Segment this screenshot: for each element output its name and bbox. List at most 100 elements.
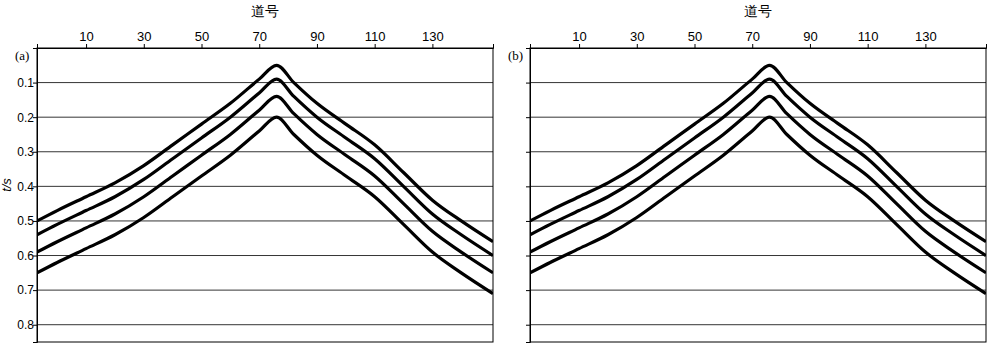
y-axis: 0.1 0.2 0.3 0.4 0.5 0.6 0.7 0.8 xyxy=(17,49,37,343)
tick: 0.4 xyxy=(17,180,37,194)
tick-label: 0.5 xyxy=(17,214,34,228)
grid-line xyxy=(530,290,986,291)
tick: 0.6 xyxy=(17,249,37,263)
tick: 70 xyxy=(252,29,266,48)
tick-label: 90 xyxy=(310,29,324,44)
tick-mark xyxy=(526,221,530,222)
tick: 110 xyxy=(365,29,386,48)
tick-mark xyxy=(526,325,530,326)
tick-mark xyxy=(86,44,87,48)
event-line xyxy=(37,117,493,293)
panel-label: (a) xyxy=(15,48,29,63)
tick-label: 50 xyxy=(195,29,209,44)
tick: 0.2 xyxy=(17,111,37,125)
tick-mark xyxy=(375,44,376,48)
tick-mark xyxy=(202,44,203,48)
tick: 30 xyxy=(137,29,151,48)
tick-mark xyxy=(695,44,696,48)
figure: 10 30 50 70 90 110 130 0.1 0.2 0.3 0.4 0.5 0.6 0.7 0.8… xyxy=(0,0,992,356)
grid-line xyxy=(530,255,986,256)
tick: 0.1 xyxy=(17,76,37,90)
tick-mark xyxy=(526,186,530,187)
tick-label: 0.6 xyxy=(17,249,34,263)
tick: 10 xyxy=(79,29,93,48)
tick-label: 90 xyxy=(803,29,817,44)
tick-label: 0.4 xyxy=(17,180,34,194)
axis-line xyxy=(33,49,38,343)
tick: 50 xyxy=(688,29,702,48)
tick: 0.5 xyxy=(17,214,37,228)
tick: 90 xyxy=(310,29,324,48)
grid-line xyxy=(37,290,493,291)
grid-line xyxy=(530,151,986,152)
tick-mark xyxy=(579,44,580,48)
axis-line xyxy=(38,44,494,49)
tick-mark xyxy=(868,44,869,48)
tick xyxy=(526,290,530,291)
axis-line xyxy=(531,44,987,49)
tick: 0.8 xyxy=(17,318,37,332)
tick-mark xyxy=(526,117,530,118)
tick-mark xyxy=(526,152,530,153)
tick: 70 xyxy=(745,29,759,48)
grid-line xyxy=(530,82,986,83)
tick: 30 xyxy=(630,29,644,48)
tick-mark xyxy=(752,44,753,48)
tick-mark xyxy=(317,44,318,48)
tick xyxy=(526,152,530,153)
tick-mark xyxy=(526,83,530,84)
tick-label: 110 xyxy=(365,29,386,44)
tick: 50 xyxy=(195,29,209,48)
tick-label: 30 xyxy=(137,29,151,44)
x-axis-title: 道号 xyxy=(251,3,279,19)
grid-line xyxy=(530,324,986,325)
tick: 130 xyxy=(915,29,937,48)
grid-line xyxy=(37,151,493,152)
tick-label: 130 xyxy=(915,29,937,44)
grid-line xyxy=(37,82,493,83)
frame xyxy=(37,48,493,342)
tick xyxy=(526,325,530,326)
tick: 90 xyxy=(803,29,817,48)
tick-label: 0.3 xyxy=(17,145,34,159)
tick-mark xyxy=(259,44,260,48)
event-line xyxy=(530,117,986,293)
event-line xyxy=(37,65,493,241)
tick xyxy=(526,83,530,84)
tick-label: 70 xyxy=(252,29,266,44)
x-axis-title: 道号 xyxy=(744,3,772,19)
tick-mark xyxy=(526,290,530,291)
tick: 0.3 xyxy=(17,145,37,159)
panel: 10 30 50 70 90 110 130 0.1 0.2 0.3 0.4 0.5 0.6 0.7 0.8 xyxy=(17,29,493,343)
grid-line xyxy=(37,117,493,118)
tick-mark xyxy=(432,44,433,48)
tick-label: 0.2 xyxy=(17,111,34,125)
tick-label: 70 xyxy=(745,29,759,44)
grid xyxy=(37,83,493,325)
tick: 130 xyxy=(422,29,444,48)
tick-label: 10 xyxy=(79,29,93,44)
tick xyxy=(526,256,530,257)
tick: 110 xyxy=(858,29,879,48)
tick-label: 0.7 xyxy=(17,283,34,297)
x-axis: 10 30 50 70 90 110 130 xyxy=(38,29,494,49)
tick xyxy=(526,221,530,222)
tick-mark xyxy=(810,44,811,48)
grid-line xyxy=(530,117,986,118)
plot-area xyxy=(37,65,493,293)
tick-mark xyxy=(144,44,145,48)
event-line xyxy=(530,65,986,241)
tick-label: 50 xyxy=(688,29,702,44)
panel: 10 30 50 70 90 110 130 xyxy=(526,29,987,343)
plot-area xyxy=(530,65,986,293)
tick xyxy=(526,117,530,118)
tick-label: 10 xyxy=(572,29,586,44)
tick-label: 0.8 xyxy=(17,318,34,332)
tick-label: 30 xyxy=(630,29,644,44)
y-axis xyxy=(526,49,531,343)
y-axis-title: t/s xyxy=(0,178,14,192)
grid xyxy=(530,83,986,325)
frame xyxy=(530,48,986,342)
tick: 0.7 xyxy=(17,283,37,297)
tick-mark xyxy=(526,256,530,257)
